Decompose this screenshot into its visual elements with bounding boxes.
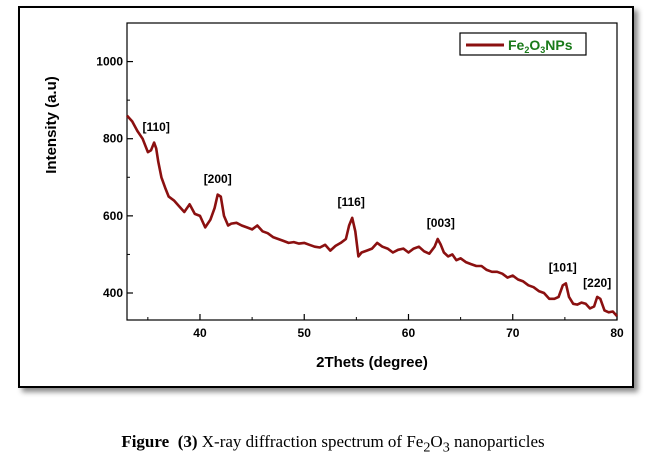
peak-label: [116] (337, 195, 364, 209)
y-tick-label: 400 (103, 286, 123, 300)
legend-label-nps: NPs (545, 37, 572, 53)
legend-label-sub2: 3 (540, 45, 545, 55)
x-tick-label: 50 (298, 326, 312, 340)
legend-box (459, 32, 587, 56)
caption-number: (3) (177, 432, 198, 451)
y-tick-label: 800 (103, 132, 123, 146)
x-axis-title: 2Thets (degree) (316, 354, 428, 371)
series-layer (126, 114, 618, 317)
plot-area-border (126, 22, 618, 321)
y-tick-label: 1000 (96, 55, 123, 69)
peak-label: [003] (427, 216, 455, 230)
caption-sub2: 3 (442, 439, 450, 456)
axes: 40 50 60 70 80 400 600 800 1000 (96, 22, 624, 340)
caption-text-a: X-ray diffraction spectrum of Fe (197, 432, 424, 451)
peak-label: [220] (583, 276, 611, 290)
series-line-fe2o3nps (126, 114, 618, 317)
x-tick-label: 80 (610, 326, 624, 340)
x-tick-label: 70 (506, 326, 520, 340)
peak-label: [110] (143, 120, 170, 134)
legend: Fe2O3NPs (459, 32, 587, 56)
caption-prefix: Figure (121, 432, 170, 451)
legend-label-o: O (529, 37, 540, 53)
x-tick-label: 40 (193, 326, 207, 340)
caption-text-b: O (430, 432, 443, 451)
caption-sub1: 2 (423, 439, 431, 456)
figure-caption: Figure (3) X-ray diffraction spectrum of… (0, 432, 666, 456)
peak-label: [101] (549, 261, 577, 275)
legend-label: Fe2O3NPs (508, 37, 573, 55)
legend-label-fe: Fe (508, 37, 525, 53)
y-axis-title: Intensity (a.u) (43, 76, 60, 174)
figure-frame: 40 50 60 70 80 400 600 800 1000 [110] [200] [116][… (18, 6, 634, 388)
x-tick-label: 60 (402, 326, 416, 340)
peak-label: [200] (204, 172, 232, 186)
y-tick-label: 600 (103, 209, 123, 223)
peak-labels: [110] [200] [116] [003] [101] [220] (143, 120, 612, 290)
legend-label-sub1: 2 (524, 45, 529, 55)
caption-text-c: nanoparticles (449, 432, 545, 451)
